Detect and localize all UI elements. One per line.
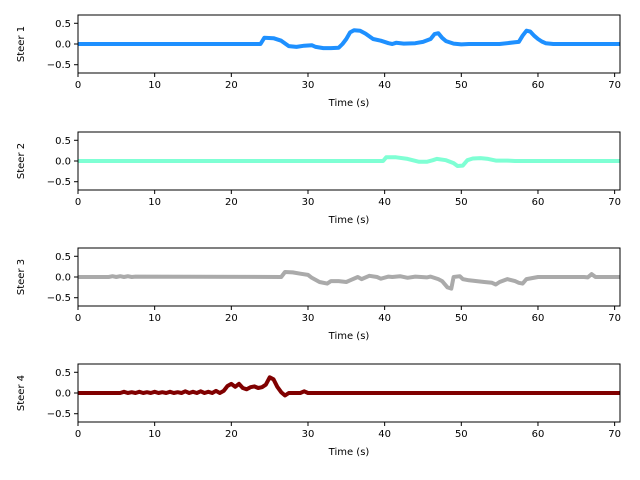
y-tick-label: −0.5 (47, 293, 71, 304)
y-tick-label: 0.5 (55, 19, 71, 30)
x-tick-label: 70 (608, 80, 621, 91)
y-tick-label: 0.0 (55, 273, 71, 284)
x-tick-label: 50 (455, 197, 468, 208)
x-tick-label: 40 (378, 429, 391, 440)
x-tick-label: 50 (455, 429, 468, 440)
y-axis-label: Steer 2 (16, 143, 27, 179)
x-tick-label: 30 (302, 429, 315, 440)
x-axis-label: Time (s) (328, 331, 370, 342)
x-tick-label: 30 (302, 80, 315, 91)
y-tick-label: 0.5 (55, 136, 71, 147)
x-tick-label: 20 (225, 313, 238, 324)
x-tick-label: 60 (532, 429, 545, 440)
series-line-steer-1 (78, 28, 620, 51)
x-axis-label: Time (s) (328, 98, 370, 109)
x-tick-label: 40 (378, 313, 391, 324)
y-axis-label: Steer 1 (16, 26, 27, 62)
x-tick-label: 0 (75, 80, 81, 91)
y-tick-label: −0.5 (47, 177, 71, 188)
subplot-steer-4: 0 10 20 30 40 50 60 70 0.5 0.0 −0.5 Time (s) Steer 4 (16, 363, 621, 458)
y-tick-label: 0.0 (55, 40, 71, 51)
x-tick-label: 0 (75, 429, 81, 440)
x-tick-label: 30 (302, 313, 315, 324)
x-tick-label: 10 (148, 80, 161, 91)
x-tick-label: 50 (455, 313, 468, 324)
x-tick-label: 20 (225, 429, 238, 440)
x-axis-label: Time (s) (328, 215, 370, 226)
series-line-steer-3 (78, 270, 620, 291)
x-tick-label: 20 (225, 80, 238, 91)
x-tick-label: 60 (532, 197, 545, 208)
x-tick-label: 20 (225, 197, 238, 208)
x-tick-label: 30 (302, 197, 315, 208)
subplot-steer-3: 0 10 20 30 40 50 60 70 0.5 0.0 −0.5 Time (s) Steer 3 (16, 247, 621, 342)
x-tick-label: 0 (75, 313, 81, 324)
x-tick-label: 70 (608, 313, 621, 324)
subplot-steer-1: 0 10 20 30 40 50 60 70 0.5 0.0 −0.5 Time (s) Steer 1 (16, 14, 621, 109)
y-tick-label: −0.5 (47, 60, 71, 71)
series-line-steer-4 (78, 375, 620, 398)
x-tick-label: 70 (608, 429, 621, 440)
x-tick-label: 0 (75, 197, 81, 208)
x-axis-label: Time (s) (328, 447, 370, 458)
x-tick-label: 50 (455, 80, 468, 91)
x-tick-label: 70 (608, 197, 621, 208)
x-tick-label: 40 (378, 197, 391, 208)
x-tick-label: 60 (532, 313, 545, 324)
y-tick-label: 0.5 (55, 368, 71, 379)
x-tick-label: 60 (532, 80, 545, 91)
subplot-steer-2: 0 10 20 30 40 50 60 70 0.5 0.0 −0.5 Time (s) Steer 2 (16, 131, 621, 226)
x-tick-label: 40 (378, 80, 391, 91)
x-tick-label: 10 (148, 313, 161, 324)
series-line-steer-2 (78, 155, 620, 168)
y-axis-label: Steer 4 (16, 375, 27, 411)
x-tick-label: 10 (148, 429, 161, 440)
y-axis-label: Steer 3 (16, 259, 27, 295)
y-tick-label: −0.5 (47, 409, 71, 420)
x-tick-label: 10 (148, 197, 161, 208)
y-tick-label: 0.0 (55, 157, 71, 168)
y-tick-label: 0.5 (55, 252, 71, 263)
y-tick-label: 0.0 (55, 389, 71, 400)
